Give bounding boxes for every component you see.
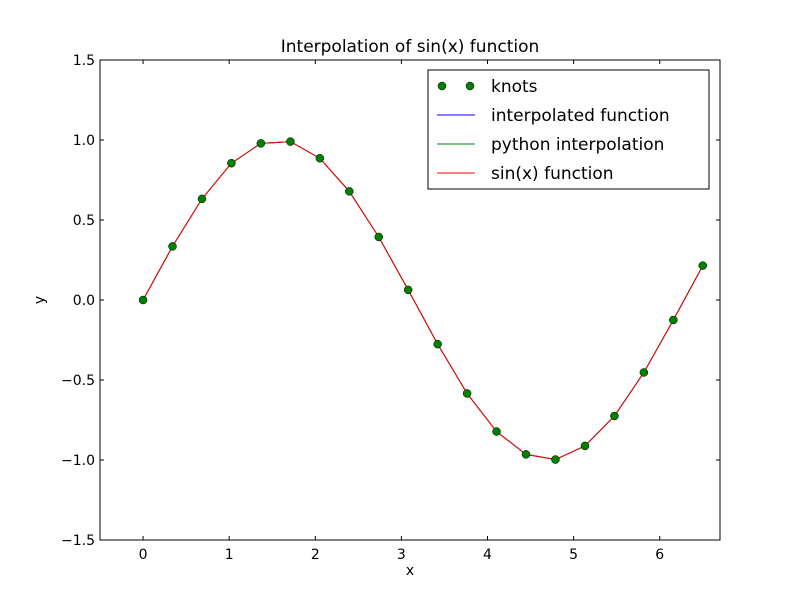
legend-marker: [465, 81, 475, 91]
knot-point: [521, 450, 531, 459]
y-tick-label: −0.5: [61, 373, 95, 389]
knot-point: [138, 295, 148, 305]
knot-point: [462, 389, 472, 398]
legend-box: [427, 69, 710, 190]
x-tick-label: 2: [311, 547, 320, 563]
series-layer: [138, 137, 708, 464]
x-tick-label: 0: [139, 547, 148, 563]
knot-point: [639, 368, 649, 377]
knot-point: [315, 153, 325, 163]
knot-point: [698, 261, 708, 270]
x-tick-label: 5: [569, 547, 578, 563]
legend-label: sin(x) function: [491, 164, 614, 184]
y-tick-label: 1.0: [73, 133, 95, 149]
x-axis-label: x: [406, 563, 414, 579]
knot-point: [197, 194, 207, 204]
knot-point: [286, 137, 295, 146]
plot-frame: [99, 59, 721, 541]
knot-point: [492, 427, 501, 436]
legend: knots interpolated function python interpo…: [427, 69, 710, 190]
knot-point: [227, 158, 236, 168]
y-tick-label: 0.0: [73, 293, 95, 309]
knot-point: [256, 139, 266, 148]
y-tick-label: 0.5: [73, 213, 95, 229]
x-tick-label: 3: [397, 547, 406, 563]
x-tick-label: 6: [655, 547, 664, 563]
y-tick-label: −1.0: [61, 453, 95, 469]
chart-title: Interpolation of sin(x) function: [281, 37, 540, 57]
legend-label: interpolated function: [491, 106, 670, 126]
knot-point: [168, 242, 177, 251]
knot-point: [580, 441, 590, 451]
knot-point: [433, 339, 442, 349]
knot-point: [669, 315, 678, 325]
series-line-3: [142, 141, 704, 461]
y-axis-label: y: [32, 296, 48, 304]
legend-label: knots: [491, 77, 538, 97]
y-tick-label: −1.5: [61, 533, 95, 549]
legend-marker: [437, 81, 447, 91]
x-tick-label: 4: [483, 547, 492, 563]
knot-point: [403, 285, 413, 295]
knot-point: [345, 187, 354, 196]
knot-point: [374, 232, 383, 242]
y-tick-label: 1.5: [73, 53, 95, 69]
ticks-layer: 0 1 2 3 4 5 6 −1.5 −1.0 −0.5 0.0 0.5 1.0 1.5: [61, 53, 720, 563]
x-tick-label: 1: [225, 547, 234, 563]
knot-point: [610, 411, 619, 421]
knot-point: [551, 455, 560, 464]
legend-label: python interpolation: [491, 135, 664, 155]
